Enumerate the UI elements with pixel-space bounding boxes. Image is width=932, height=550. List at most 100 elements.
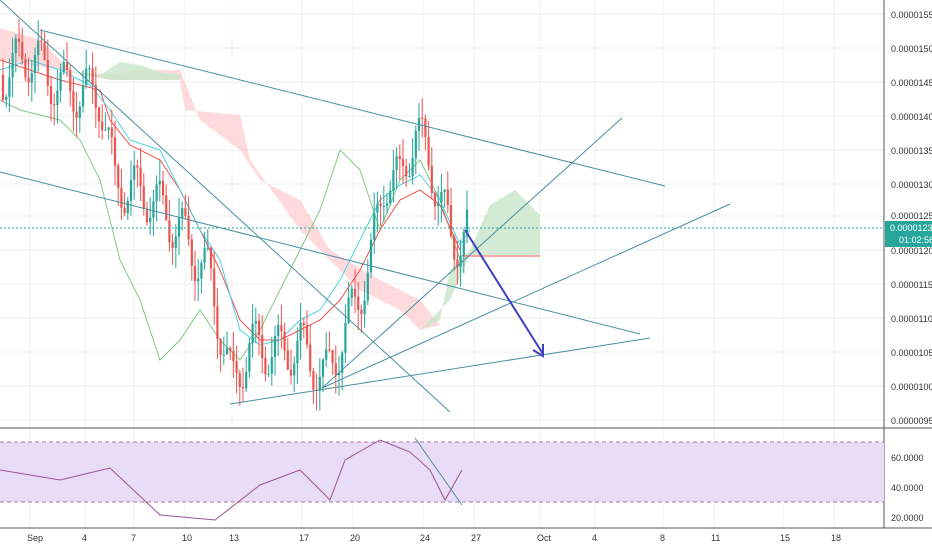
date-tick: Oct — [537, 533, 552, 543]
candle — [94, 66, 97, 128]
candle-body — [65, 62, 69, 71]
candle — [299, 303, 302, 360]
candle — [389, 180, 392, 206]
candle-body — [62, 62, 65, 73]
rsi-tick: 40.0000 — [891, 483, 924, 493]
candle — [350, 285, 353, 307]
candle-body — [443, 189, 446, 192]
candle-body — [101, 121, 104, 131]
candle-body — [405, 166, 408, 177]
candle-body — [14, 38, 17, 54]
candle — [289, 349, 293, 385]
candle-body — [197, 278, 200, 282]
date-axis[interactable]: Sep 4 7 10 13 17 20 24 27 Oct 4 8 11 15 … — [27, 533, 841, 543]
candle — [443, 189, 446, 208]
candle-body — [325, 349, 328, 360]
projection-arrow[interactable] — [464, 229, 544, 358]
candle — [261, 315, 264, 374]
candle-body — [120, 187, 123, 208]
candle-body — [78, 106, 81, 118]
candle-body — [72, 91, 75, 112]
candle — [238, 369, 241, 406]
trendline — [229, 337, 651, 405]
candle-body — [174, 236, 177, 248]
candle-body — [113, 137, 117, 166]
rsi-pane[interactable]: 60.0000 40.0000 20.0000 — [0, 437, 924, 523]
candle — [190, 234, 193, 281]
grid — [0, 0, 884, 528]
candle-body — [177, 218, 181, 237]
candle-body — [248, 343, 251, 372]
candle — [225, 331, 229, 355]
trendline — [0, 171, 641, 335]
candle — [206, 229, 209, 252]
candle-body — [216, 306, 219, 339]
candle — [136, 159, 139, 188]
candle-body — [312, 371, 315, 390]
candle-body — [334, 363, 337, 376]
candle-countdown: 01:02:56 — [899, 235, 932, 245]
candle — [165, 184, 168, 221]
last-price-tag: 0.00001234 01:02:56 — [885, 221, 932, 247]
candle-body — [392, 170, 395, 191]
candle — [273, 325, 277, 376]
candle-body — [318, 376, 321, 391]
candle — [107, 127, 110, 140]
candle-body — [17, 38, 21, 42]
kijun-sen — [0, 59, 461, 341]
candle-body — [261, 335, 264, 359]
trendline — [0, 0, 451, 413]
candle — [449, 188, 453, 238]
candle — [417, 103, 421, 151]
candle — [14, 34, 17, 73]
candle — [142, 173, 145, 216]
trendlines[interactable] — [0, 0, 731, 413]
candle-body — [309, 344, 312, 372]
candle — [347, 281, 350, 324]
candle-body — [350, 288, 353, 298]
candle — [251, 303, 254, 358]
candle-body — [395, 156, 398, 171]
candle-body — [1, 74, 5, 100]
candle — [440, 174, 443, 223]
candle-body — [49, 85, 53, 105]
candle — [424, 114, 427, 151]
candle — [366, 259, 369, 306]
candle-body — [40, 40, 43, 42]
date-tick: 8 — [660, 533, 665, 543]
candle — [414, 125, 417, 175]
candle — [401, 139, 405, 184]
date-tick: Sep — [27, 533, 43, 543]
candle-body — [283, 331, 286, 351]
candle-body — [88, 68, 91, 70]
candle-body — [225, 348, 229, 355]
candle-body — [81, 85, 85, 107]
candlestick-series[interactable] — [1, 19, 469, 411]
candle — [49, 75, 53, 122]
last-price-value: 0.00001234 — [890, 223, 932, 233]
candle — [344, 304, 347, 364]
candle — [296, 327, 299, 384]
candle-body — [398, 156, 401, 160]
rsi-trendline[interactable] — [414, 437, 463, 506]
candle-body — [5, 96, 8, 100]
candle-body — [267, 373, 270, 375]
candle — [209, 246, 213, 281]
candle-body — [200, 262, 203, 279]
candle-body — [245, 371, 248, 389]
candle-body — [117, 165, 120, 188]
candle — [200, 259, 203, 294]
candle-body — [430, 165, 433, 194]
candle-body — [27, 77, 30, 83]
candle-body — [139, 167, 142, 187]
candle-body — [465, 209, 469, 232]
candle — [430, 147, 433, 199]
